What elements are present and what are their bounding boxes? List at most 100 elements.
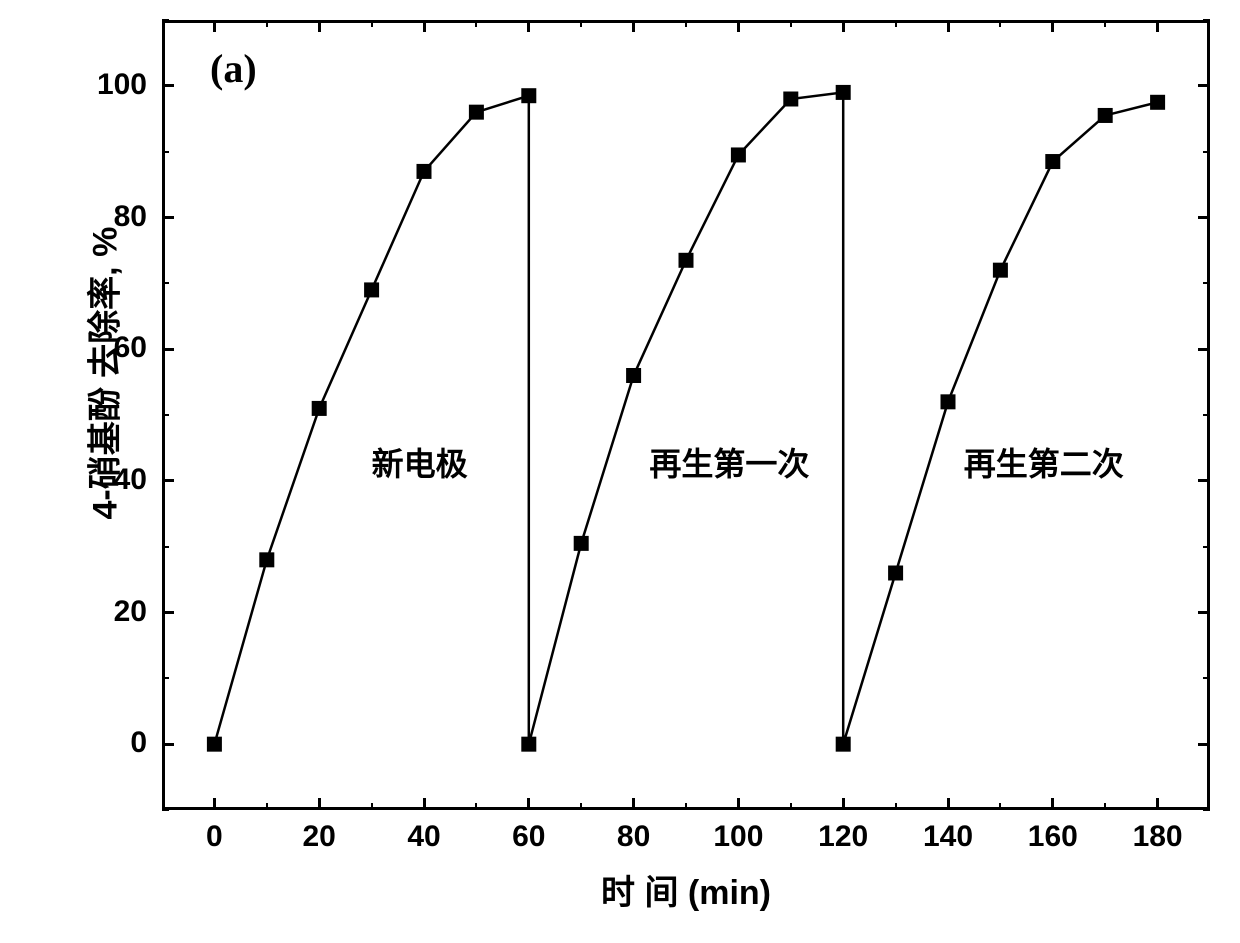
y-tick-label: 20	[87, 595, 147, 629]
x-tick-minor-top	[895, 20, 897, 27]
x-tick-minor-top	[999, 20, 1001, 27]
x-tick-major	[1156, 798, 1159, 810]
y-tick-minor	[162, 677, 169, 679]
data-marker	[889, 566, 903, 580]
x-tick-major	[632, 798, 635, 810]
x-tick-minor	[266, 803, 268, 810]
x-tick-major-top	[737, 20, 740, 32]
data-marker	[1098, 108, 1112, 122]
x-tick-major-top	[1051, 20, 1054, 32]
data-marker	[260, 553, 274, 567]
x-tick-major-top	[1156, 20, 1159, 32]
data-marker	[836, 85, 850, 99]
x-tick-major-top	[842, 20, 845, 32]
x-tick-minor-top	[685, 20, 687, 27]
x-tick-minor-top	[475, 20, 477, 27]
x-tick-label: 120	[813, 820, 873, 854]
y-tick-minor-right	[1203, 546, 1210, 548]
x-tick-major-top	[527, 20, 530, 32]
data-marker	[522, 89, 536, 103]
x-tick-minor	[790, 803, 792, 810]
y-tick-major-right	[1198, 611, 1210, 614]
panel-label: (a)	[210, 45, 257, 92]
x-tick-minor	[685, 803, 687, 810]
y-tick-minor-right	[1203, 414, 1210, 416]
data-marker	[574, 536, 588, 550]
y-tick-major	[162, 743, 174, 746]
y-tick-label: 0	[87, 726, 147, 760]
y-tick-major-right	[1198, 479, 1210, 482]
y-tick-minor-right	[1203, 282, 1210, 284]
x-tick-major-top	[632, 20, 635, 32]
y-tick-minor	[162, 546, 169, 548]
data-marker	[207, 737, 221, 751]
x-tick-label: 40	[394, 820, 454, 854]
x-tick-label: 20	[289, 820, 349, 854]
x-tick-label: 180	[1128, 820, 1188, 854]
x-tick-major	[213, 798, 216, 810]
x-tick-major	[527, 798, 530, 810]
x-tick-minor	[371, 803, 373, 810]
x-tick-minor-top	[1104, 20, 1106, 27]
data-marker	[522, 737, 536, 751]
y-tick-major	[162, 611, 174, 614]
x-tick-label: 140	[918, 820, 978, 854]
x-tick-minor-top	[580, 20, 582, 27]
series-label: 再生第二次	[964, 439, 1124, 485]
y-tick-major	[162, 84, 174, 87]
x-tick-major	[737, 798, 740, 810]
data-line	[214, 92, 1157, 744]
x-tick-minor-top	[371, 20, 373, 27]
y-tick-minor-right	[1203, 677, 1210, 679]
data-marker	[469, 105, 483, 119]
data-marker	[1046, 155, 1060, 169]
x-tick-minor-top	[266, 20, 268, 27]
chart-container: 4-硝基酚 去除率, % 时 间 (min) (a) 0204060801001…	[0, 0, 1240, 943]
y-tick-major	[162, 479, 174, 482]
x-axis-label: 时 间 (min)	[566, 865, 806, 914]
x-tick-label: 160	[1023, 820, 1083, 854]
data-marker	[836, 737, 850, 751]
x-tick-minor-top	[790, 20, 792, 27]
data-marker	[941, 395, 955, 409]
x-tick-minor	[1104, 803, 1106, 810]
y-tick-minor	[162, 414, 169, 416]
y-tick-label: 100	[87, 68, 147, 102]
data-marker	[784, 92, 798, 106]
y-tick-label: 40	[87, 463, 147, 497]
x-tick-major	[947, 798, 950, 810]
x-tick-minor	[895, 803, 897, 810]
y-tick-label: 60	[87, 331, 147, 365]
x-tick-major	[423, 798, 426, 810]
x-tick-minor	[999, 803, 1001, 810]
y-tick-minor	[162, 151, 169, 153]
y-tick-major	[162, 348, 174, 351]
y-tick-minor	[162, 282, 169, 284]
data-marker	[312, 401, 326, 415]
x-tick-minor	[475, 803, 477, 810]
y-tick-minor-right	[1203, 151, 1210, 153]
y-tick-major-right	[1198, 348, 1210, 351]
x-tick-major-top	[947, 20, 950, 32]
y-tick-major	[162, 216, 174, 219]
data-marker	[731, 148, 745, 162]
y-tick-label: 80	[87, 200, 147, 234]
series-label: 新电极	[372, 439, 468, 485]
data-marker	[365, 283, 379, 297]
x-tick-major	[842, 798, 845, 810]
x-tick-label: 60	[499, 820, 559, 854]
x-tick-major	[1051, 798, 1054, 810]
x-tick-major-top	[213, 20, 216, 32]
y-tick-major-right	[1198, 84, 1210, 87]
data-marker	[1151, 95, 1165, 109]
x-tick-label: 0	[184, 820, 244, 854]
data-marker	[627, 369, 641, 383]
x-tick-major	[318, 798, 321, 810]
data-marker	[679, 253, 693, 267]
x-tick-minor	[580, 803, 582, 810]
x-tick-major-top	[423, 20, 426, 32]
series-label: 再生第一次	[649, 439, 809, 485]
y-tick-major-right	[1198, 216, 1210, 219]
x-tick-major-top	[318, 20, 321, 32]
data-marker	[417, 164, 431, 178]
